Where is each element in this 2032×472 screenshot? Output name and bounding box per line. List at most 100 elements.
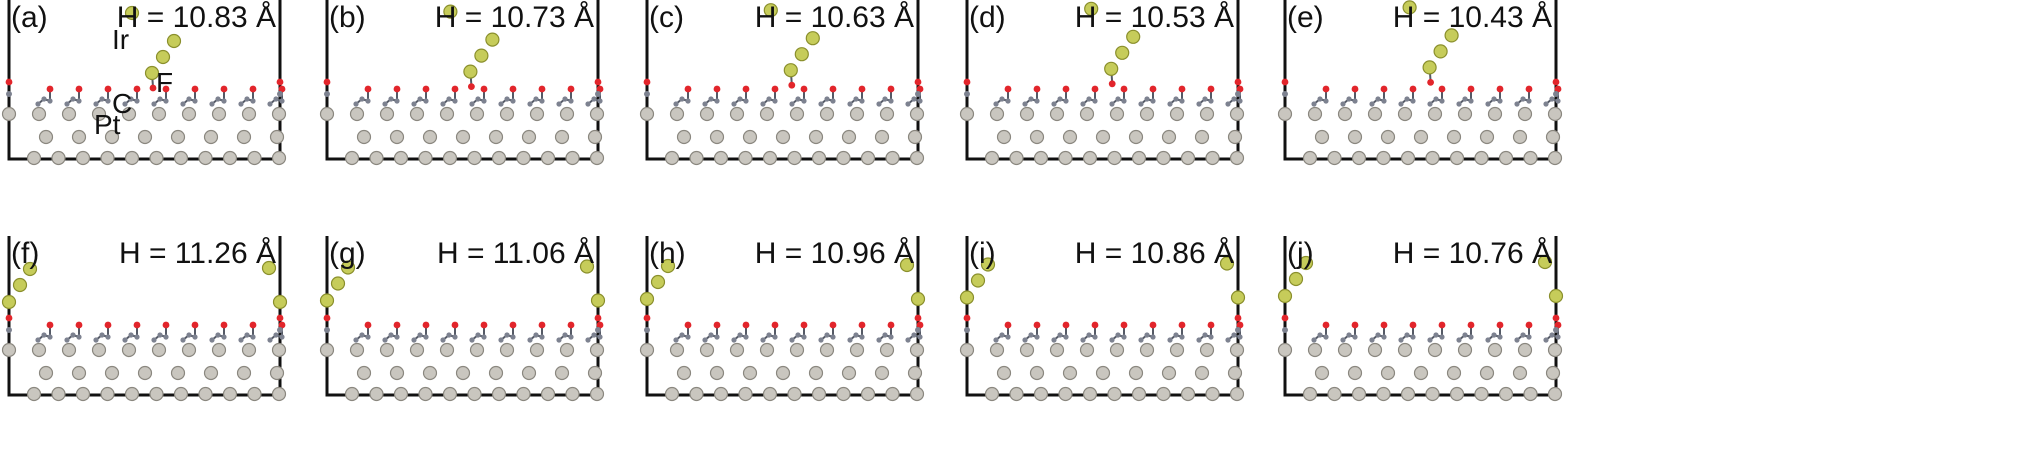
- c-atom: [273, 332, 279, 338]
- c-atom: [737, 96, 743, 102]
- pt-atom: [709, 365, 725, 381]
- c-atom: [1526, 98, 1532, 104]
- c-label: C: [112, 88, 132, 119]
- pt-atom: [1351, 386, 1367, 402]
- c-atom: [394, 98, 400, 104]
- c-atom: [1086, 96, 1092, 102]
- c-atom: [221, 98, 227, 104]
- o-atom: [1552, 78, 1560, 86]
- pt-atom: [819, 342, 835, 358]
- o-atom: [220, 321, 228, 329]
- pt-atom: [499, 106, 515, 122]
- c-atom: [527, 337, 533, 343]
- ir-atom: [463, 64, 478, 79]
- pt-atom: [669, 342, 685, 358]
- o-atom: [480, 85, 488, 93]
- c-atom: [1514, 101, 1520, 107]
- c-atom: [597, 334, 603, 340]
- c-atom: [708, 96, 714, 102]
- ir-atom: [1298, 255, 1314, 271]
- pt-atom: [422, 365, 438, 381]
- c-atom: [1150, 98, 1156, 104]
- pt-atom: [909, 150, 925, 166]
- c-atom: [1497, 98, 1503, 104]
- pt-atom: [759, 106, 775, 122]
- o-atom: [594, 78, 602, 86]
- pt-atom: [689, 386, 704, 402]
- pt-atom: [467, 386, 482, 402]
- c-atom: [591, 332, 597, 338]
- o-atom: [1062, 85, 1070, 93]
- pt-atom: [203, 365, 219, 381]
- o-atom: [684, 321, 692, 329]
- c-atom: [6, 327, 12, 333]
- pt-atom: [409, 106, 425, 122]
- c-atom: [1497, 334, 1503, 340]
- pt-atom: [271, 150, 287, 166]
- pt-atom: [1199, 342, 1215, 358]
- pt-atom: [1277, 106, 1293, 122]
- pt-atom: [1049, 342, 1065, 358]
- pt-atom: [1523, 386, 1538, 402]
- o-atom: [393, 321, 401, 329]
- c-atom: [1340, 101, 1346, 107]
- c-atom: [105, 334, 111, 340]
- ir-atom: [474, 48, 489, 63]
- pt-atom: [1487, 342, 1503, 358]
- pt-atom: [236, 129, 252, 145]
- o-atom: [567, 321, 575, 329]
- c-atom: [679, 96, 685, 102]
- pt-atom: [1009, 386, 1024, 402]
- c-atom: [1080, 337, 1086, 343]
- c-atom: [1317, 332, 1323, 338]
- c-atom: [556, 337, 562, 343]
- pt-atom: [369, 386, 384, 402]
- c-atom: [818, 337, 824, 343]
- pt-atom: [1, 342, 17, 358]
- c-atom: [70, 332, 76, 338]
- pt-atom: [31, 106, 47, 122]
- panel-label: (a): [11, 1, 48, 34]
- c-atom: [215, 332, 221, 338]
- o-atom: [1496, 321, 1504, 329]
- ir-atom: [1219, 256, 1235, 271]
- pt-atom: [787, 386, 802, 402]
- o-atom: [1380, 85, 1388, 93]
- o-atom: [1120, 85, 1128, 93]
- pt-atom: [729, 106, 745, 122]
- c-atom: [731, 337, 737, 343]
- pt-atom: [565, 386, 580, 402]
- ir-atom: [970, 273, 986, 288]
- c-atom: [1063, 98, 1069, 104]
- c-atom: [818, 101, 824, 107]
- o-atom: [1380, 321, 1388, 329]
- c-atom: [1352, 334, 1358, 340]
- o-atom: [829, 85, 837, 93]
- c-atom: [359, 96, 365, 102]
- c-atom: [533, 96, 539, 102]
- c-atom: [1057, 332, 1063, 338]
- c-atom: [1115, 96, 1121, 102]
- pt-atom: [491, 386, 507, 402]
- pt-atom: [1547, 106, 1563, 122]
- pt-atom: [738, 386, 753, 402]
- o-atom: [162, 321, 170, 329]
- c-atom: [510, 334, 516, 340]
- pt-atom: [559, 342, 575, 358]
- c-atom: [772, 98, 778, 104]
- pt-atom: [137, 129, 153, 145]
- c-atom: [1520, 332, 1526, 338]
- c-atom: [1179, 98, 1185, 104]
- pt-atom: [269, 129, 285, 145]
- pt-atom: [1547, 150, 1563, 166]
- pt-atom: [860, 386, 876, 402]
- panel-label: (j): [1287, 237, 1314, 270]
- pt-atom: [61, 342, 77, 358]
- o-atom: [1351, 85, 1359, 93]
- pt-atom: [241, 106, 257, 122]
- pt-atom: [151, 342, 167, 358]
- c-atom: [595, 327, 601, 333]
- ir-atom: [443, 4, 458, 19]
- pt-atom: [1425, 150, 1440, 166]
